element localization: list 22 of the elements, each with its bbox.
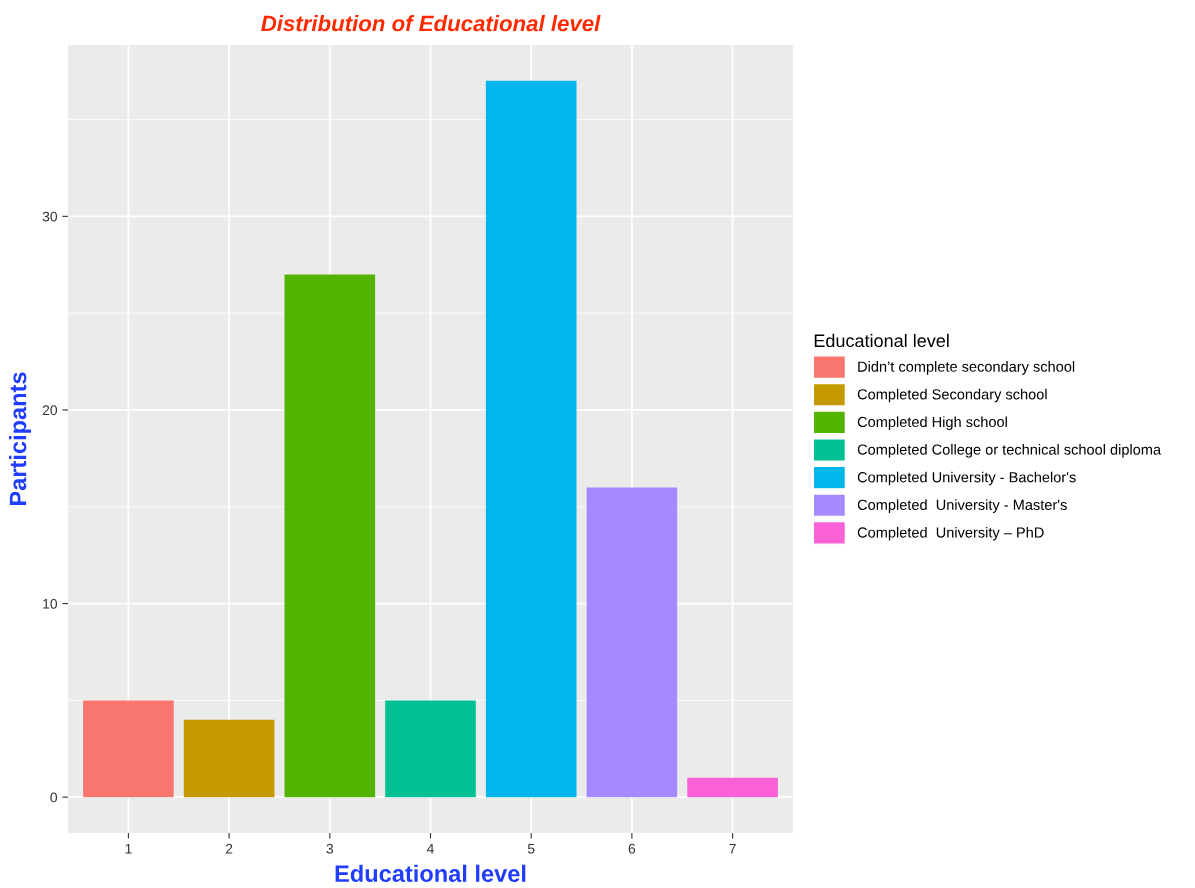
legend-label: Didn’t complete secondary school xyxy=(858,361,1075,375)
x-tick-label: 3 xyxy=(326,843,334,854)
x-tick-label: 6 xyxy=(628,843,636,854)
x-axis-title: Educational level xyxy=(335,864,526,883)
legend-label: Completed University – PhD xyxy=(857,526,1044,541)
legend-label: Completed Secondary school xyxy=(857,388,1047,403)
x-tick-label: 5 xyxy=(527,843,535,854)
x-tick-label: 2 xyxy=(225,843,233,854)
y-axis-title: Participants xyxy=(9,372,32,505)
y-tick-label: 0 xyxy=(50,792,58,803)
legend-label: Completed College or technical school diploma xyxy=(857,444,1162,458)
y-tick-label: 20 xyxy=(42,405,58,416)
y-tick-label: 30 xyxy=(42,211,58,222)
x-tick-label: 4 xyxy=(426,843,434,854)
chart-title: Distribution of Educational level xyxy=(261,15,601,32)
x-tick-label: 1 xyxy=(125,843,132,854)
y-tick-label: 10 xyxy=(43,598,58,609)
legend-title: Educational level xyxy=(814,333,949,348)
legend-label: Completed University - Master's xyxy=(857,499,1067,513)
legend-label: Completed High school xyxy=(857,416,1007,430)
x-tick-label: 7 xyxy=(729,843,736,854)
legend-label: Completed University - Bachelor's xyxy=(857,471,1076,486)
